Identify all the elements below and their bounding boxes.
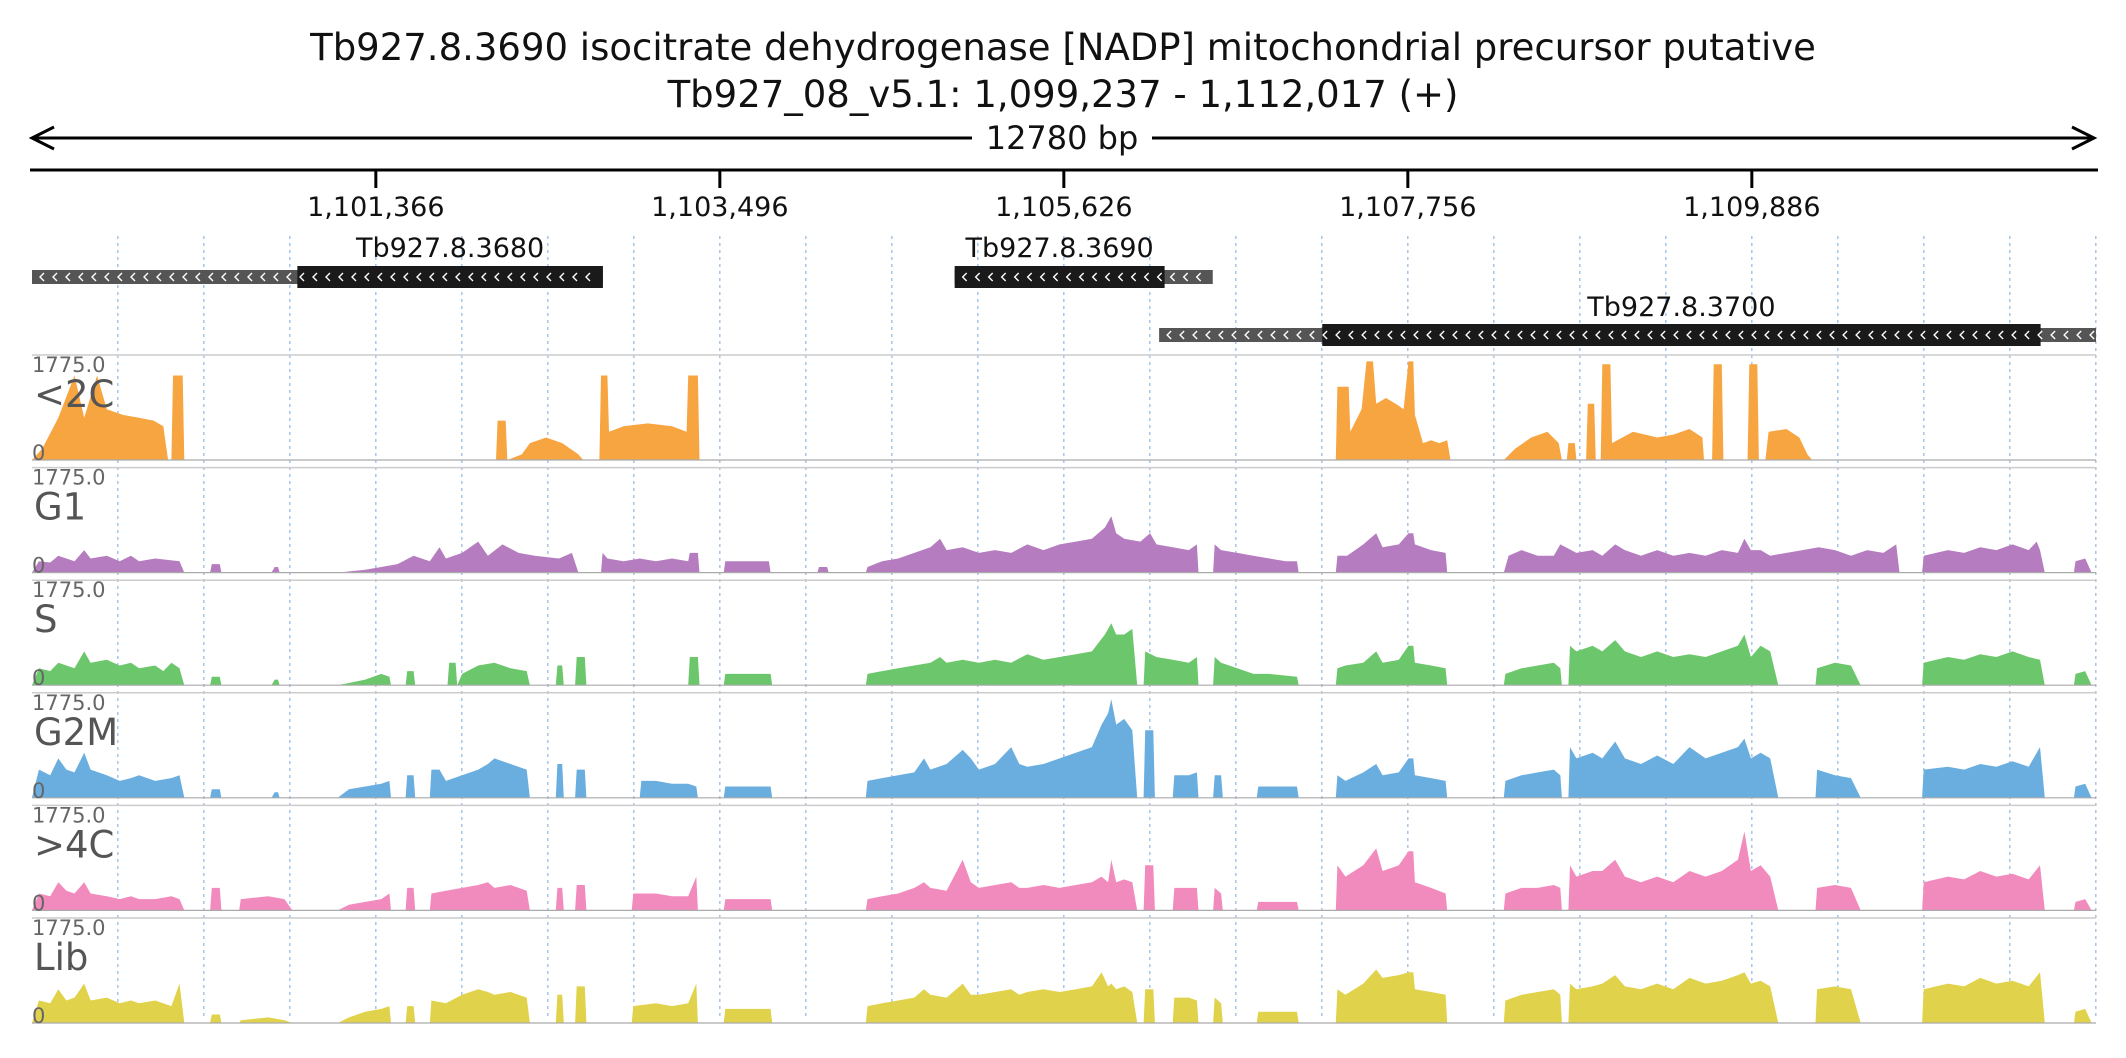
track-max-label: 1775.0 <box>32 691 105 715</box>
track-max-label: 1775.0 <box>32 353 105 377</box>
x-tick-label: 1,103,496 <box>651 192 788 223</box>
span-arrow <box>28 125 2098 151</box>
x-tick-label: 1,109,886 <box>1683 192 1820 223</box>
gene-label: Tb927.8.3680 <box>355 233 544 264</box>
coverage-tracks: 1775.00<2C1775.00G11775.00S1775.00G2M177… <box>32 353 2096 1028</box>
gene-tb927-8-3690[interactable]: Tb927.8.3690 <box>954 233 1213 288</box>
coverage-area <box>32 623 2096 686</box>
gene-label: Tb927.8.3700 <box>1586 292 1775 323</box>
track-min-label: 0 <box>32 779 45 803</box>
track-max-label: 1775.0 <box>32 803 105 827</box>
track-name: G2M <box>34 711 118 754</box>
track-min-label: 0 <box>32 891 45 915</box>
track-lib: 1775.0 0 Lib <box>32 916 2096 1028</box>
track-max-label: 1775.0 <box>32 916 105 940</box>
track-g1: 1775.0 0 G1 <box>32 466 2096 578</box>
strand-arrows <box>39 272 591 282</box>
track-min-label: 0 <box>32 554 45 578</box>
track-min-label: 0 <box>32 666 45 690</box>
track-name: S <box>34 598 58 641</box>
gene-tb927-8-3700[interactable]: Tb927.8.3700 <box>1159 292 2096 346</box>
chart-subtitle: Tb927_08_v5.1: 1,099,237 - 1,112,017 (+) <box>667 73 1459 116</box>
track-max-label: 1775.0 <box>32 466 105 490</box>
chart-title: Tb927.8.3690 isocitrate dehydrogenase [N… <box>309 26 1816 69</box>
x-tick-label: 1,101,366 <box>307 192 444 223</box>
strand-arrows <box>961 272 1202 282</box>
track-g2m: 1775.0 0 G2M <box>32 691 2096 803</box>
track-s: 1775.0 0 S <box>32 578 2096 690</box>
track-gt-4c: 1775.0 0 >4C <box>32 803 2096 915</box>
track-name: >4C <box>34 823 114 866</box>
track-min-label: 0 <box>32 441 45 465</box>
track-lt-2c: 1775.0 0 <2C <box>32 353 2096 465</box>
x-tick-label: 1,107,756 <box>1339 192 1476 223</box>
strand-arrows <box>1166 330 2095 340</box>
coverage-area <box>32 969 2096 1023</box>
ruler-ticks: 1,101,366 1,103,496 1,105,626 1,107,756 1,10… <box>307 170 1821 223</box>
gene-cds <box>297 266 603 288</box>
gene-annotation-track: Tb927.8.3680 Tb927.8.3690 Tb927.8.3700 <box>32 233 2096 346</box>
gene-cds <box>1322 324 2041 346</box>
gene-cds <box>954 266 1165 288</box>
track-name: Lib <box>34 936 88 979</box>
track-max-label: 1775.0 <box>32 578 105 602</box>
gene-label: Tb927.8.3690 <box>965 233 1154 264</box>
coverage-area <box>32 699 2096 798</box>
span-length-label: 12780 bp <box>986 119 1139 157</box>
x-tick-label: 1,105,626 <box>995 192 1132 223</box>
track-name: G1 <box>34 486 86 529</box>
track-min-label: 0 <box>32 1004 45 1028</box>
gene-tb927-8-3680[interactable]: Tb927.8.3680 <box>32 233 603 288</box>
coverage-area <box>32 516 2096 573</box>
coverage-area <box>32 831 2096 911</box>
track-name: <2C <box>34 373 114 416</box>
